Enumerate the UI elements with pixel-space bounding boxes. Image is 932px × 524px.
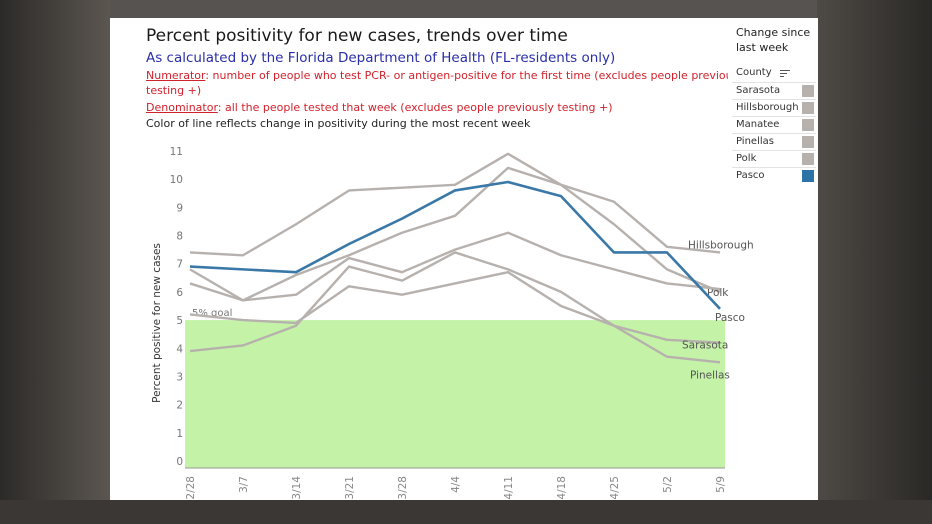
series-line-hillsborough	[189, 152, 721, 257]
denominator-note: Denominator: all the people tested that …	[146, 101, 613, 114]
x-tick-label: 4/25	[609, 476, 621, 500]
legend-item-label: Pinellas	[736, 136, 774, 147]
line-chart: 5% goal 0 1 2 3 4 5 6 7 8 9 10 11 Percent positive fo…	[151, 146, 754, 500]
series-end-label: Polk	[707, 287, 729, 299]
chart-panel: 5% goal 0 1 2 3 4 5 6 7 8 9 10 11 Percent positive fo…	[110, 18, 818, 500]
legend-swatch	[802, 85, 814, 97]
denominator-label: Denominator	[146, 101, 218, 114]
background-left	[0, 0, 110, 524]
legend-item-hillsborough[interactable]: Hillsborough	[732, 99, 816, 116]
background-bottom	[0, 500, 932, 524]
legend-swatch	[802, 153, 814, 165]
chart-subtitle: As calculated by the Florida Department …	[146, 50, 616, 66]
legend-item-label: Manatee	[736, 119, 780, 130]
series-line-sarasota	[189, 251, 721, 353]
y-tick-label: 7	[176, 259, 183, 271]
x-tick-label: 5/2	[662, 476, 674, 493]
color-note: Color of line reflects change in positiv…	[146, 117, 531, 130]
legend-item-sarasota[interactable]: Sarasota	[732, 82, 816, 99]
x-tick-label: 4/18	[556, 476, 568, 500]
legend-item-pasco[interactable]: Pasco	[732, 167, 816, 184]
y-tick-label: 8	[176, 231, 183, 243]
x-tick-label: 3/21	[344, 476, 356, 500]
x-tick-label: 4/4	[450, 476, 462, 493]
series-line-manatee	[189, 231, 721, 302]
legend-item-pinellas[interactable]: Pinellas	[732, 133, 816, 150]
chart-title: Percent positivity for new cases, trends…	[146, 26, 568, 46]
denominator-text: : all the people tested that week (exclu…	[217, 101, 613, 114]
numerator-note: Numerator: number of people who test PCR…	[146, 69, 748, 82]
y-tick-label: 1	[176, 428, 183, 440]
goal-band	[185, 320, 725, 468]
x-tick-label: 5/9	[715, 476, 727, 493]
y-tick-label: 4	[176, 343, 183, 355]
legend-heading: Change since last week	[736, 26, 811, 54]
legend-swatch	[802, 136, 814, 148]
y-tick-label: 2	[176, 400, 183, 412]
series-line-polk	[189, 166, 721, 302]
x-tick-label: 3/14	[291, 476, 303, 500]
x-tick-label: 4/11	[503, 476, 515, 500]
legend-item-label: Sarasota	[736, 85, 781, 96]
county-column-header[interactable]: County	[736, 67, 772, 78]
background-right	[817, 0, 932, 524]
legend-swatch	[802, 119, 814, 131]
background-top	[0, 0, 932, 18]
numerator-note-continued: testing +)	[146, 84, 202, 97]
legend-swatch	[802, 102, 814, 114]
legend-item-label: Hillsborough	[736, 102, 799, 113]
y-tick-label: 0	[176, 456, 183, 468]
series-end-label: Pasco	[715, 312, 745, 324]
series-line-pasco	[189, 180, 721, 310]
numerator-label: Numerator	[146, 69, 206, 82]
series-line-pinellas	[189, 270, 721, 364]
series-end-label: Sarasota	[682, 340, 728, 352]
legend-item-label: Pasco	[736, 170, 765, 181]
y-axis-label: Percent positive for new cases	[151, 243, 163, 403]
x-tick-label: 2/28	[185, 476, 197, 500]
legend-item-polk[interactable]: Polk	[732, 150, 816, 167]
series-end-label: Hillsborough	[688, 239, 754, 251]
y-tick-label: 5	[176, 315, 183, 327]
goal-label: 5% goal	[192, 308, 232, 319]
y-tick-label: 3	[176, 371, 183, 383]
x-tick-label: 3/7	[238, 476, 250, 493]
legend-item-manatee[interactable]: Manatee	[732, 116, 816, 133]
y-tick-label: 6	[176, 287, 183, 299]
y-tick-label: 11	[170, 146, 183, 158]
y-tick-label: 10	[170, 174, 183, 186]
numerator-text: : number of people who test PCR- or anti…	[205, 69, 748, 82]
y-tick-label: 9	[176, 202, 183, 214]
legend-swatch	[802, 170, 814, 182]
legend-item-label: Polk	[736, 153, 757, 164]
legend-panel: Change since last week County Sarasota Hi…	[728, 18, 818, 188]
x-tick-label: 3/28	[397, 476, 409, 500]
series-end-label: Pinellas	[690, 369, 730, 381]
sort-icon[interactable]	[780, 70, 790, 78]
